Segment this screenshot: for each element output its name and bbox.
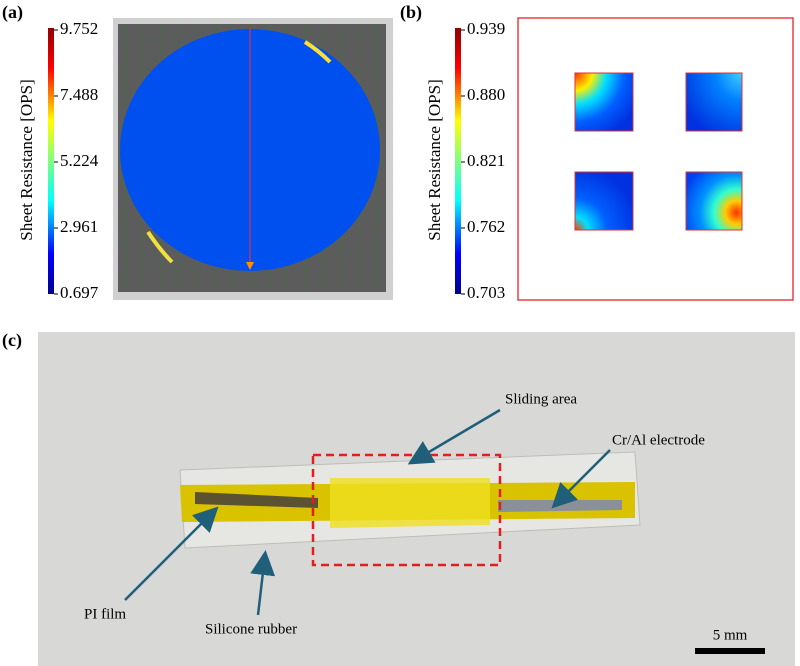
arrow [250,550,276,616]
annotation: Cr/Al electrode [612,432,705,448]
arrow [407,408,501,465]
colorbar [48,28,54,294]
map-frame [517,17,794,301]
tick-label: 0.821 [467,151,505,170]
scale-bar [695,648,765,654]
arrow [124,506,219,601]
tick-label: 9.752 [60,19,98,38]
pad-map [574,72,634,132]
slider [330,478,490,528]
sliding-area-box [311,453,502,567]
pad-map [574,171,634,231]
tick-label: 2.961 [60,217,98,236]
electrode-right [498,500,622,512]
panel-label: (b) [400,2,422,23]
edge-hotspot [303,40,332,64]
annotation: Silicone rubber [205,621,297,637]
arrow [551,449,611,509]
tick-label: 0.880 [467,85,505,104]
colorbar [455,28,461,294]
scan-marker [246,262,254,270]
scale-bar-label: 5 mm [713,627,748,643]
colorbar-ticks: 0.939 0.880 0.821 0.762 0.703 [461,19,505,302]
axis-label: Sheet Resistance [OPS] [425,79,444,240]
tick-label: 0.762 [467,217,505,236]
tick-label: 7.488 [60,85,98,104]
panel-label: (a) [2,2,23,23]
panel-label: (c) [2,330,22,351]
edge-hotspot [146,230,174,264]
annotation: Sliding area [505,391,577,407]
tick-label: 0.703 [467,283,505,302]
tick-label: 0.939 [467,19,505,38]
pad-map [685,72,743,132]
axis-label: Sheet Resistance [OPS] [17,79,36,240]
electrode-left [195,492,318,508]
tick-label: 0.697 [60,283,99,302]
colorbar-ticks: 9.752 7.488 5.224 2.961 0.697 [54,19,99,302]
tick-label: 5.224 [60,151,99,170]
annotation: PI film [84,606,126,622]
pad-map [685,171,743,231]
